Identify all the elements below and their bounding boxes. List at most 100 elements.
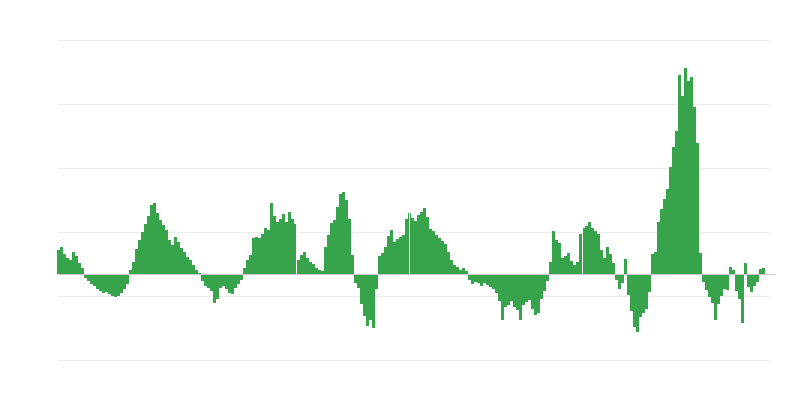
- bar: [450, 260, 453, 274]
- gridline: [58, 360, 770, 361]
- bar: [654, 252, 657, 274]
- bar: [96, 275, 99, 289]
- bar: [708, 275, 711, 297]
- bar: [294, 224, 297, 274]
- bar: [141, 232, 144, 274]
- bar: [489, 275, 492, 287]
- bar: [477, 275, 480, 283]
- bar: [60, 247, 63, 274]
- bar: [717, 275, 720, 304]
- bar: [432, 231, 435, 274]
- bar: [471, 275, 474, 284]
- bar: [762, 268, 765, 274]
- bar: [66, 258, 69, 274]
- bar: [156, 213, 159, 274]
- bar: [213, 275, 216, 303]
- bar: [222, 275, 225, 286]
- bar: [738, 275, 741, 299]
- bar: [618, 275, 621, 289]
- bar: [129, 270, 132, 274]
- bar: [258, 238, 261, 274]
- gridline: [58, 104, 770, 105]
- bar: [150, 205, 153, 274]
- bar: [366, 275, 369, 326]
- bar: [516, 275, 519, 310]
- bar: [171, 245, 174, 274]
- bar: [735, 275, 738, 291]
- bar: [234, 275, 237, 288]
- bar: [372, 275, 375, 328]
- bar: [126, 275, 129, 284]
- bar: [567, 253, 570, 274]
- bar: [678, 75, 681, 274]
- bar: [519, 275, 522, 320]
- bar: [732, 270, 735, 274]
- bar: [699, 253, 702, 274]
- bar: [561, 258, 564, 274]
- bar: [543, 275, 546, 291]
- bar: [537, 275, 540, 313]
- bar: [429, 229, 432, 274]
- bar: [672, 147, 675, 274]
- bar: [195, 270, 198, 274]
- bar: [357, 275, 360, 288]
- bar: [645, 275, 648, 309]
- bar: [186, 257, 189, 274]
- bar: [255, 237, 258, 274]
- bar: [396, 239, 399, 274]
- bar: [417, 215, 420, 274]
- bar: [177, 242, 180, 274]
- bar: [183, 252, 186, 274]
- bar: [231, 275, 234, 294]
- bar: [285, 222, 288, 274]
- bar: [660, 209, 663, 274]
- bar: [723, 275, 726, 289]
- bar: [591, 228, 594, 274]
- bar: [351, 255, 354, 274]
- bar: [168, 240, 171, 274]
- bar: [147, 216, 150, 274]
- bar: [192, 265, 195, 274]
- bar: [573, 265, 576, 274]
- bar: [318, 270, 321, 274]
- bar: [381, 253, 384, 274]
- bar: [369, 275, 372, 320]
- bar: [399, 237, 402, 274]
- bar: [57, 250, 60, 274]
- bar: [642, 275, 645, 313]
- bar: [354, 275, 357, 283]
- bar: [204, 275, 207, 286]
- bar: [690, 77, 693, 274]
- bar: [111, 275, 114, 296]
- bar: [636, 275, 639, 332]
- bar: [582, 228, 585, 274]
- bar: [288, 212, 291, 274]
- bar: [93, 275, 96, 286]
- bar: [132, 262, 135, 274]
- bar: [144, 224, 147, 274]
- bar: [276, 222, 279, 274]
- bar: [327, 235, 330, 274]
- bar: [615, 275, 618, 280]
- bar: [363, 275, 366, 316]
- bar: [402, 235, 405, 274]
- bar: [426, 217, 429, 274]
- bar: [630, 275, 633, 311]
- bar: [621, 275, 624, 283]
- bar: [702, 275, 705, 282]
- bar: [588, 222, 591, 274]
- bar: [225, 275, 228, 289]
- bar: [729, 267, 732, 274]
- bar: [216, 275, 219, 299]
- bar: [675, 131, 678, 274]
- bar: [165, 230, 168, 274]
- bar: [495, 275, 498, 293]
- bar: [63, 254, 66, 274]
- bar: [114, 275, 117, 297]
- bar: [603, 258, 606, 274]
- bar: [333, 220, 336, 274]
- bar: [345, 200, 348, 274]
- bar: [393, 242, 396, 274]
- bar: [435, 235, 438, 274]
